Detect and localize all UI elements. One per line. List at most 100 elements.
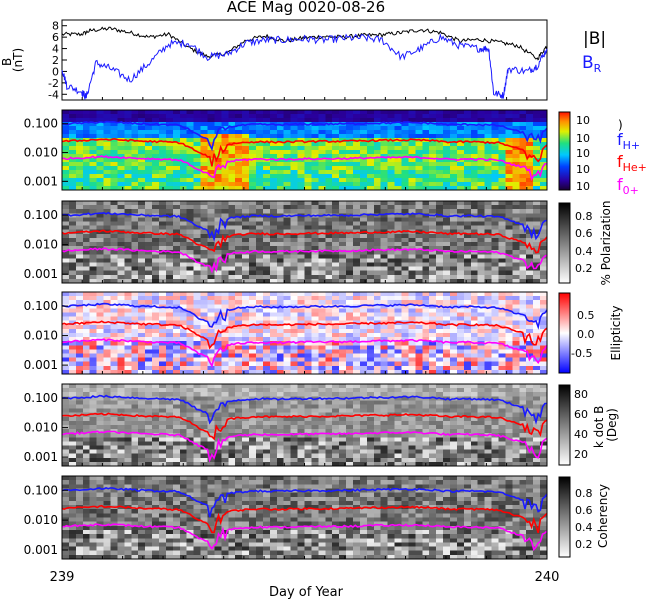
heatmap-cell: [388, 242, 396, 247]
heatmap-cell: [325, 130, 333, 135]
heatmap-cell: [374, 271, 382, 276]
heatmap-cell: [117, 446, 125, 451]
heatmap-cell: [180, 425, 188, 430]
heatmap-cell: [166, 275, 174, 280]
heatmap-cell: [408, 366, 416, 371]
heatmap-cell: [277, 205, 285, 210]
heatmap-cell: [305, 170, 313, 175]
heatmap-cell: [519, 246, 527, 251]
heatmap-cell: [374, 292, 382, 297]
heatmap-cell: [111, 317, 119, 322]
heatmap-cell: [450, 154, 458, 159]
heatmap-cell: [249, 409, 257, 414]
heatmap-cell: [138, 174, 146, 179]
heatmap-cell: [339, 201, 347, 206]
heatmap-cell: [339, 226, 347, 231]
heatmap-cell: [117, 454, 125, 459]
heatmap-cell: [228, 275, 236, 280]
heatmap-cell: [256, 400, 264, 405]
heatmap-cell: [138, 254, 146, 259]
heatmap-cell: [395, 329, 403, 334]
heatmap-cell: [235, 388, 243, 393]
heatmap-cell: [131, 450, 139, 455]
heatmap-cell: [395, 333, 403, 338]
heatmap-cell: [332, 174, 340, 179]
heatmap-cell: [526, 308, 534, 313]
heatmap-cell: [159, 450, 167, 455]
heatmap-cell: [97, 446, 105, 451]
heatmap-cell: [471, 150, 479, 155]
heatmap-cell: [90, 425, 98, 430]
heatmap-cell: [367, 150, 375, 155]
heatmap-cell: [194, 337, 202, 342]
heatmap-cell: [194, 388, 202, 393]
heatmap-cell: [346, 354, 354, 359]
heatmap-cell: [443, 254, 451, 259]
heatmap-cell: [429, 349, 437, 354]
heatmap-cell: [339, 300, 347, 305]
heatmap-cell: [62, 345, 70, 350]
heatmap-cell: [429, 358, 437, 363]
heatmap-cell: [332, 217, 340, 222]
heatmap-cell: [173, 222, 181, 227]
heatmap-cell: [339, 234, 347, 239]
heatmap-cell: [277, 166, 285, 171]
heatmap-cell: [173, 437, 181, 442]
heatmap-cell: [270, 263, 278, 268]
heatmap-cell: [505, 292, 513, 297]
heatmap-cell: [242, 437, 250, 442]
heatmap-cell: [201, 142, 209, 147]
heatmap-cell: [505, 317, 513, 322]
heatmap-cell: [374, 333, 382, 338]
heatmap-cell: [97, 362, 105, 367]
heatmap-cell: [228, 114, 236, 119]
heatmap-cell: [124, 142, 132, 147]
heatmap-cell: [457, 209, 465, 214]
heatmap-cell: [104, 354, 112, 359]
heatmap-cell: [339, 166, 347, 171]
heatmap-cell: [242, 450, 250, 455]
heatmap-cell: [471, 333, 479, 338]
heatmap-cell: [187, 118, 195, 123]
heatmap-cell: [83, 392, 91, 397]
heatmap-cell: [311, 217, 319, 222]
heatmap-cell: [263, 226, 271, 231]
heatmap-cell: [242, 275, 250, 280]
heatmap-cell: [367, 118, 375, 123]
heatmap-cell: [180, 413, 188, 418]
heatmap-cell: [117, 354, 125, 359]
heatmap-cell: [415, 142, 423, 147]
heatmap-cell: [325, 146, 333, 151]
heatmap-cell: [173, 329, 181, 334]
heatmap-cell: [152, 178, 160, 183]
heatmap-cell: [429, 201, 437, 206]
heatmap-cell: [131, 317, 139, 322]
heatmap-cell: [173, 300, 181, 305]
heatmap-cell: [436, 263, 444, 268]
heatmap-cell: [284, 110, 292, 115]
heatmap-cell: [159, 446, 167, 451]
heatmap-cell: [76, 441, 84, 446]
heatmap-cell: [436, 226, 444, 231]
heatmap-cell: [519, 292, 527, 297]
heatmap-cell: [436, 178, 444, 183]
heatmap-cell: [228, 317, 236, 322]
heatmap-cell: [194, 345, 202, 350]
heatmap-cell: [388, 275, 396, 280]
heatmap-cell: [311, 362, 319, 367]
heatmap-cell: [235, 337, 243, 342]
heatmap-cell: [138, 178, 146, 183]
heatmap-cell: [270, 126, 278, 131]
heatmap-cell: [277, 126, 285, 131]
heatmap-cell: [277, 300, 285, 305]
heatmap-cell: [464, 317, 472, 322]
heatmap-cell: [249, 354, 257, 359]
heatmap-cell: [111, 388, 119, 393]
heatmap-cell: [145, 263, 153, 268]
heatmap-cell: [415, 329, 423, 334]
heatmap-cell: [450, 263, 458, 268]
heatmap-cell: [242, 217, 250, 222]
heatmap-cell: [305, 296, 313, 301]
heatmap-cell: [97, 325, 105, 330]
heatmap-cell: [277, 384, 285, 389]
